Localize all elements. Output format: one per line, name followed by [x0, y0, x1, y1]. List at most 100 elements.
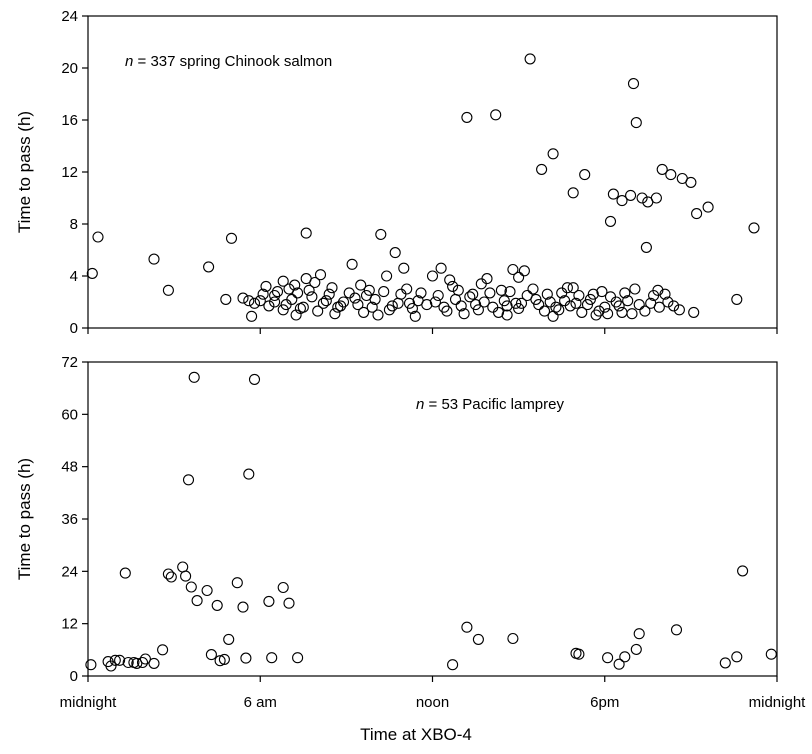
data-point [619, 651, 631, 663]
data-point [271, 286, 284, 298]
data-point [309, 276, 321, 289]
y-tick-label: 12 [61, 616, 78, 633]
data-point [504, 286, 516, 298]
data-point [484, 287, 496, 299]
y-tick-label: 12 [61, 164, 78, 181]
data-point [122, 656, 134, 669]
y-tick-label: 24 [61, 8, 78, 25]
data-point [527, 283, 539, 295]
data-point [688, 306, 700, 318]
data-point [105, 660, 117, 672]
data-point [389, 247, 401, 259]
x-tick-label: midnight [749, 694, 807, 711]
data-point [320, 295, 332, 307]
data-point [587, 288, 599, 300]
y-tick-label: 16 [61, 112, 78, 129]
data-point [240, 652, 252, 664]
annotation-n-chinook: n [125, 53, 133, 70]
data-point [596, 286, 608, 298]
x-tick-label: midnight [60, 694, 118, 711]
data-point [131, 657, 143, 669]
data-point [246, 310, 258, 322]
data-point [372, 309, 384, 321]
data-point [467, 288, 479, 300]
data-point [501, 300, 513, 312]
data-point [495, 284, 507, 296]
data-point [640, 241, 652, 253]
data-point [205, 649, 217, 661]
data-point [564, 300, 576, 312]
data-point [263, 595, 275, 607]
data-point [185, 581, 197, 593]
data-point [360, 289, 373, 302]
data-point [289, 279, 301, 291]
y-axis-title-chinook: Time to pass (h) [15, 111, 34, 233]
data-point [323, 288, 335, 300]
data-point [312, 305, 324, 317]
data-point [395, 288, 407, 300]
data-point [346, 258, 358, 270]
points-lamprey [85, 371, 777, 672]
annotation-text-chinook: = 337 spring Chinook salmon [133, 53, 332, 70]
data-point [165, 571, 177, 583]
data-point [633, 299, 645, 311]
y-tick-label: 8 [70, 216, 78, 233]
data-point [455, 300, 467, 312]
data-point [550, 301, 562, 313]
data-point [670, 624, 683, 636]
data-point [567, 187, 579, 199]
data-point [269, 296, 281, 308]
data-point [148, 657, 160, 669]
data-point [225, 232, 238, 244]
annotation-n-lamprey: n [416, 396, 424, 413]
y-axis-chinook: 0 4 8 12 16 20 24 [61, 8, 88, 337]
y-tick-label: 20 [61, 60, 78, 77]
data-point [659, 288, 671, 300]
data-point [515, 297, 528, 309]
data-point [636, 192, 648, 204]
data-point [191, 595, 203, 607]
data-point [633, 628, 645, 640]
y-tick-label: 60 [61, 406, 78, 423]
data-point [662, 296, 674, 308]
y-tick-label: 36 [61, 511, 78, 528]
data-point [702, 201, 714, 213]
y-tick-label: 0 [70, 668, 78, 685]
points-chinook [86, 53, 760, 322]
data-point [237, 292, 249, 304]
data-point [136, 656, 149, 669]
data-point [277, 275, 289, 287]
data-point [579, 169, 591, 181]
data-point [381, 270, 393, 282]
data-point [461, 111, 473, 123]
data-point [375, 228, 387, 240]
data-point [148, 253, 160, 265]
data-point [475, 278, 487, 290]
data-point [449, 293, 462, 305]
data-point [604, 291, 617, 303]
data-point [386, 300, 398, 312]
data-point [109, 654, 121, 666]
data-point [533, 299, 545, 311]
data-point [366, 301, 378, 313]
data-point [536, 163, 548, 175]
data-point [406, 302, 418, 315]
data-point [303, 284, 315, 296]
data-point [447, 280, 459, 292]
y-axis-lamprey: 0 12 24 36 48 60 72 [61, 354, 88, 685]
data-point [650, 192, 662, 204]
data-point [114, 654, 126, 666]
data-point [86, 267, 98, 279]
data-point [570, 297, 582, 309]
data-point [622, 295, 634, 307]
data-point [426, 270, 439, 282]
data-point [349, 292, 361, 304]
data-point [576, 306, 588, 318]
data-point [220, 293, 232, 305]
data-point [269, 289, 281, 302]
data-point [177, 561, 189, 573]
data-point [358, 306, 370, 318]
y-tick-label: 24 [61, 563, 78, 580]
data-point [719, 657, 731, 669]
data-point [616, 195, 628, 207]
